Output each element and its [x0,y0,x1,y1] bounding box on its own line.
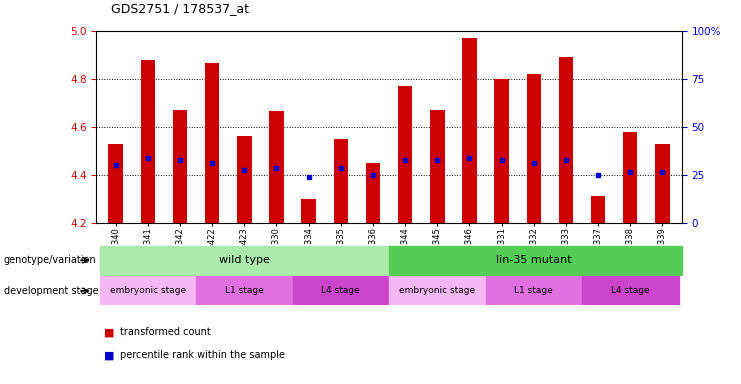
Bar [237,136,251,223]
Bar [623,132,637,223]
Bar [108,144,123,223]
Bar [485,276,582,305]
Bar [205,63,219,223]
Bar [141,60,155,223]
Bar [173,110,187,223]
Bar [582,276,679,305]
Bar [389,276,485,305]
Bar [527,74,541,223]
Text: GDS2751 / 178537_at: GDS2751 / 178537_at [111,2,249,15]
Text: ■: ■ [104,350,114,360]
Text: L4 stage: L4 stage [322,286,360,295]
Text: ■: ■ [104,327,114,337]
Bar [559,57,574,223]
Bar [494,79,509,223]
Bar [293,276,389,305]
Text: genotype/variation: genotype/variation [4,255,96,265]
Bar [269,111,284,223]
Text: transformed count: transformed count [120,327,210,337]
Bar [333,139,348,223]
Bar [462,38,476,223]
Text: L4 stage: L4 stage [611,286,650,295]
Bar [389,246,682,275]
Bar [302,199,316,223]
Bar [196,276,293,305]
Bar [430,110,445,223]
Bar [99,276,196,305]
Text: percentile rank within the sample: percentile rank within the sample [120,350,285,360]
Bar [398,86,412,223]
Text: embryonic stage: embryonic stage [110,286,186,295]
Text: embryonic stage: embryonic stage [399,286,475,295]
Text: lin-35 mutant: lin-35 mutant [496,255,571,265]
Bar [591,196,605,223]
Text: L1 stage: L1 stage [514,286,553,295]
Bar [366,163,380,223]
Bar [99,246,389,275]
Bar [655,144,670,223]
Text: L1 stage: L1 stage [225,286,264,295]
Text: wild type: wild type [219,255,270,265]
Text: development stage: development stage [4,286,99,296]
